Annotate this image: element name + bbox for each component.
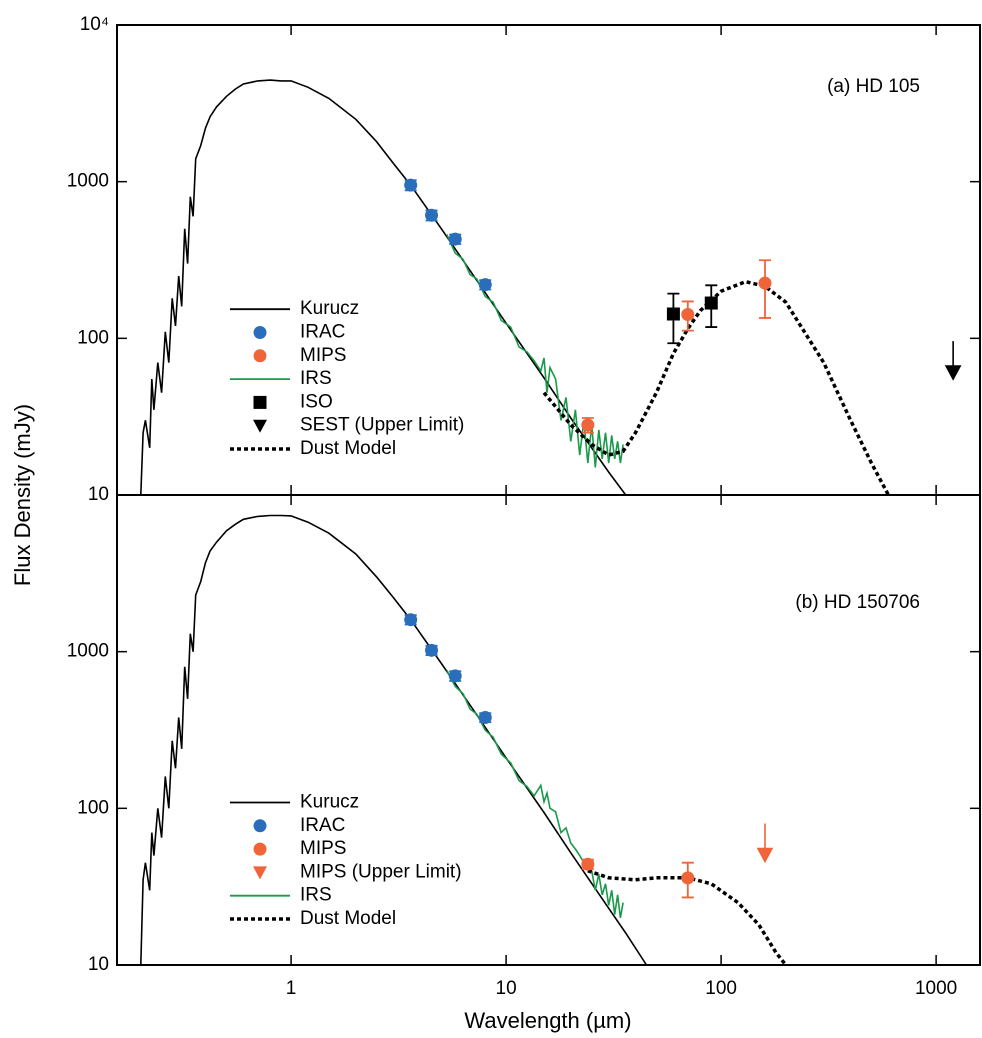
legend-label: SEST (Upper Limit) (300, 415, 464, 436)
legend-marker (253, 395, 267, 409)
y-tick-label: 1000 (67, 171, 109, 192)
data-point (425, 208, 439, 222)
data-point (758, 276, 772, 290)
dust-model-line (542, 279, 890, 495)
legend-marker (253, 866, 267, 880)
legend-label: MIPS (Upper Limit) (300, 861, 462, 882)
panel-label: (b) HD 150706 (795, 592, 920, 613)
x-tick-label: 1000 (915, 978, 957, 999)
legend-label: Kurucz (300, 298, 359, 319)
data-point (478, 711, 492, 725)
data-point (666, 307, 680, 321)
dust-model-line (587, 869, 788, 965)
data-point (704, 296, 718, 310)
legend-marker (253, 419, 267, 433)
legend-marker (253, 349, 267, 363)
legend-marker (253, 819, 267, 833)
data-point (448, 232, 462, 246)
plot-frame (116, 494, 981, 966)
legend-label: Kurucz (300, 792, 359, 813)
legend-marker (253, 842, 267, 856)
y-tick-label: 100 (77, 797, 109, 818)
data-point (425, 643, 439, 657)
data-point (581, 418, 595, 432)
data-point (448, 669, 462, 683)
plot-area (140, 514, 788, 965)
y-tick-label: 10 (88, 954, 109, 975)
legend-label: ISO (300, 391, 333, 412)
legend-label: MIPS (300, 345, 346, 366)
x-tick-label: 1 (286, 978, 297, 999)
legend-label: IRAC (300, 322, 345, 343)
upper-limit (944, 341, 962, 381)
y-tick-label: 100 (77, 327, 109, 348)
legend-label: IRS (300, 885, 332, 906)
spectrum-line (446, 234, 624, 468)
data-point (681, 871, 695, 885)
upper-limit (756, 823, 774, 864)
data-point (478, 278, 492, 292)
spectrum-line (446, 669, 624, 918)
y-tick-label: 1000 (67, 641, 109, 662)
plot-area (140, 79, 962, 495)
x-tick-label: 100 (705, 978, 737, 999)
y-tick-label: 10 (88, 484, 109, 505)
legend-label: IRAC (300, 815, 345, 836)
data-point (404, 613, 418, 627)
data-point (681, 307, 695, 321)
y-tick-label: 10⁴ (80, 14, 109, 35)
legend-label: Dust Model (300, 438, 396, 459)
legend-label: Dust Model (300, 908, 396, 929)
legend-marker (253, 326, 267, 339)
data-point (404, 178, 418, 192)
y-axis-label: Flux Density (mJy) (10, 404, 35, 586)
spectrum-line (140, 514, 648, 965)
legend-label: MIPS (300, 838, 346, 859)
panel-label: (a) HD 105 (827, 76, 920, 97)
x-tick-label: 10 (496, 978, 517, 999)
data-point (581, 857, 595, 871)
legend-label: IRS (300, 368, 332, 389)
x-axis-label: Wavelength (µm) (464, 1008, 631, 1033)
